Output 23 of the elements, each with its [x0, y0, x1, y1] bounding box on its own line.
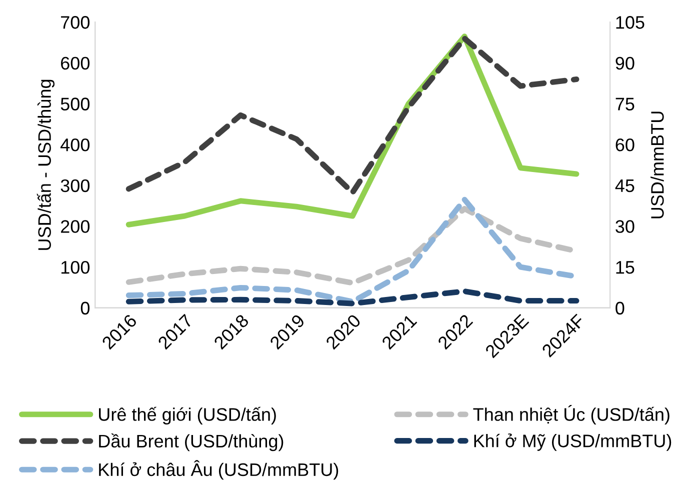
y2-tick-label: 15 [616, 261, 634, 274]
y-tick-label: 300 [60, 179, 90, 192]
y-axis-title: USD/tấn - USD/thùng [36, 80, 55, 250]
y2-tick-label: 45 [615, 180, 634, 192]
y2-tick-label: 60 [616, 138, 634, 152]
legend-label: Dầu Brent (USD/thùng) [99, 433, 284, 452]
y2-tick-label: 75 [616, 98, 634, 110]
y-tick-label: 400 [60, 138, 90, 152]
y2-tick-label: 105 [616, 16, 644, 29]
y-tick-label: 100 [61, 260, 90, 274]
y-tick-label: 500 [60, 98, 90, 110]
legend-label: Khí ở Mỹ (USD/mmBTU) [474, 433, 672, 451]
y-tick-label: 700 [61, 16, 90, 29]
legend-label: Khí ở châu Âu (USD/mmBTU) [99, 460, 338, 480]
legend-label: Urê thế giới (USD/tấn) [99, 406, 276, 424]
y2-axis-title: USD/mmBTU [650, 112, 664, 218]
y2-tick-label: 0 [616, 302, 624, 315]
legend-label: Than nhiệt Úc (USD/tấn) [473, 405, 670, 424]
y-tick-label: 200 [61, 220, 90, 233]
y-tick-label: 0 [80, 302, 90, 315]
y2-tick-label: 30 [616, 220, 634, 233]
y-tick-label: 600 [61, 56, 90, 70]
y2-tick-label: 90 [616, 56, 634, 70]
